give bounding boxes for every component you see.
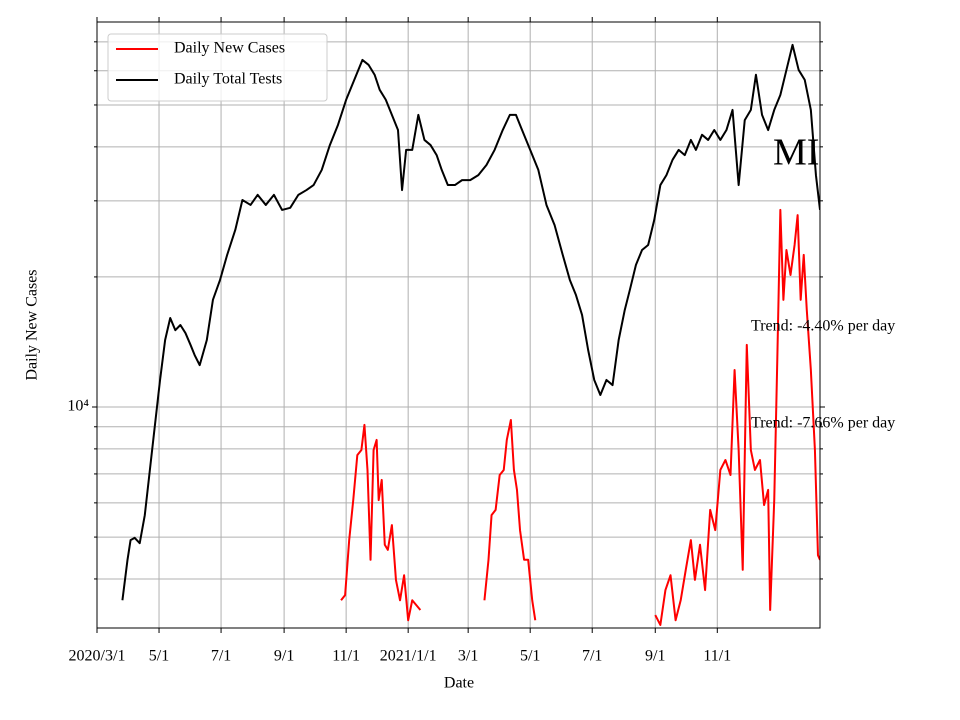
x-tick-label: 7/1 xyxy=(211,648,231,665)
lines xyxy=(121,43,820,626)
y-axis-label: Daily New Cases xyxy=(24,269,41,380)
annotation: MI xyxy=(773,132,819,174)
x-axis-label: Date xyxy=(444,675,474,692)
grid xyxy=(96,22,820,628)
legend-label: Daily Total Tests xyxy=(174,71,282,88)
plot-frame xyxy=(96,21,821,629)
series-line xyxy=(340,208,820,626)
legend: Daily New Cases Daily Total Tests xyxy=(107,33,328,102)
series-line xyxy=(121,43,820,601)
x-tick-label: 9/1 xyxy=(274,648,294,665)
x-tick-label: 5/1 xyxy=(520,648,540,665)
x-tick-label: 11/1 xyxy=(703,648,731,665)
annotation: Trend: -7.66% per day xyxy=(751,415,895,432)
annotation: Trend: -4.40% per day xyxy=(751,318,895,335)
x-tick-label: 7/1 xyxy=(582,648,602,665)
x-tick-label: 3/1 xyxy=(458,648,478,665)
x-tick-label: 5/1 xyxy=(149,648,169,665)
x-tick-label: 2020/3/1 xyxy=(69,648,126,665)
legend-label: Daily New Cases xyxy=(174,40,285,57)
y-tick-label: 10⁴ xyxy=(67,398,89,415)
x-tick-label: 2021/1/1 xyxy=(380,648,437,665)
x-tick-label: 11/1 xyxy=(332,648,360,665)
legend-box xyxy=(107,33,328,102)
x-tick-label: 9/1 xyxy=(645,648,665,665)
ticks: 2020/3/1 5/1 7/1 9/1 11/1 2021/1/1 3/1 5/1 7/1 9/… xyxy=(67,17,825,665)
